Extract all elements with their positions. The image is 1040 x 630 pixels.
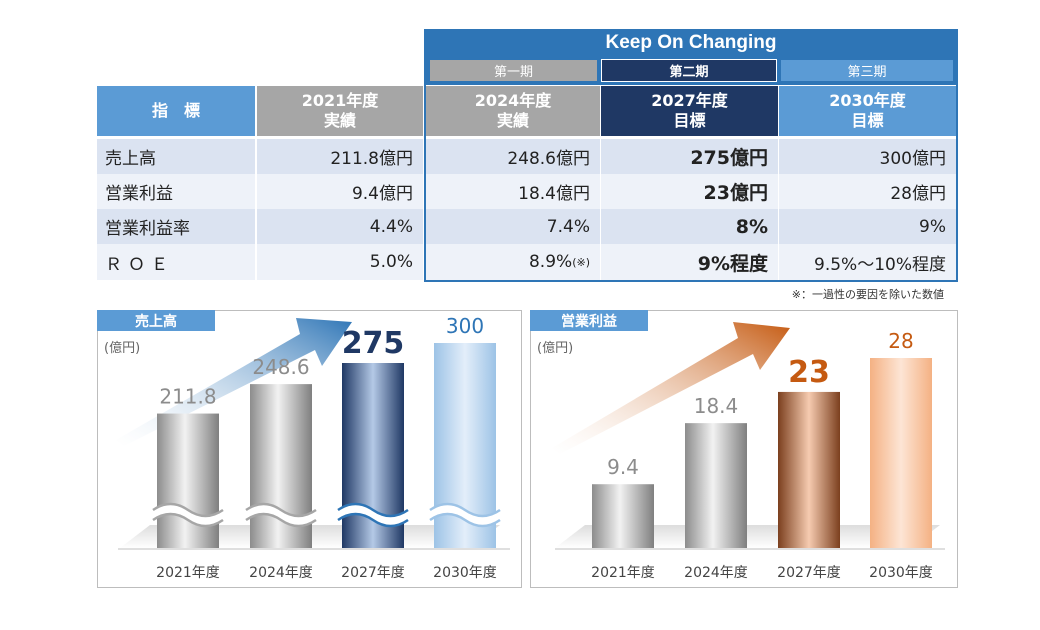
- cell-roe-2021: 5.0%: [369, 252, 413, 272]
- cell-op-profit-2021: 9.4億円: [351, 184, 413, 204]
- cell-roe-2030: 9.5%～10%程度: [814, 254, 946, 275]
- cell-op-profit-2027: 23億円: [703, 182, 768, 204]
- cell-op-margin-2030: 9%: [919, 216, 946, 237]
- col-header-2021-kind: 実績: [323, 111, 356, 130]
- col-header-2024-kind: 実績: [496, 111, 529, 130]
- row-label-roe: ＲＯＥ: [105, 254, 174, 275]
- col-header-2027-year: 2027年度: [651, 91, 728, 110]
- phase-3: 第三期: [781, 60, 953, 81]
- col-header-2021: 2021年度 実績: [257, 86, 423, 136]
- col-header-2030: 2030年度 目標: [779, 86, 956, 136]
- op-profit-chart-panel: [530, 310, 958, 588]
- banner-title: Keep On Changing: [425, 29, 957, 57]
- row-label-op-margin: 営業利益率: [105, 219, 190, 239]
- col-header-2030-kind: 目標: [851, 111, 884, 130]
- cell-sales-2030: 300億円: [879, 149, 946, 169]
- col-header-indicator-text: 指 標: [151, 101, 200, 120]
- cell-op-profit-2024: 18.4億円: [518, 184, 590, 204]
- col-header-2027: 2027年度 目標: [601, 86, 778, 136]
- phase-2: 第二期: [601, 59, 777, 82]
- op-profit-chart-unit: (億円): [537, 341, 574, 356]
- sales-chart-panel: [97, 310, 522, 588]
- cell-sales-2021: 211.8億円: [330, 149, 413, 169]
- col-header-2030-year: 2030年度: [829, 91, 906, 110]
- phase-1: 第一期: [430, 60, 597, 81]
- col-header-2024-year: 2024年度: [474, 91, 552, 110]
- sales-chart-title: 売上高: [97, 310, 215, 331]
- cell-sales-2027: 275億円: [690, 147, 768, 169]
- cell-roe-2024-value: 8.9%: [528, 252, 573, 272]
- footnote: ※：一過性の要因を除いた数値: [791, 288, 944, 301]
- cell-op-margin-2021: 4.4%: [369, 216, 413, 237]
- cell-op-profit-2030: 28億円: [890, 184, 946, 204]
- col-header-2024: 2024年度 実績: [426, 86, 600, 136]
- op-profit-chart-title: 営業利益: [530, 310, 648, 331]
- cell-op-margin-2024: 7.4%: [546, 216, 590, 237]
- col-header-indicator: 指 標: [97, 86, 255, 136]
- row-label-op-profit: 営業利益: [105, 184, 173, 204]
- sales-chart-unit: (億円): [104, 341, 141, 356]
- col-header-2021-year: 2021年度: [301, 91, 379, 110]
- cell-roe-2024: 8.9% (※): [426, 244, 600, 280]
- cell-sales-2024: 248.6億円: [507, 149, 590, 169]
- kpi-table: Keep On Changing 第一期 第二期 第三期 指 標 2021年度 …: [0, 0, 1040, 301]
- col-header-2027-kind: 目標: [673, 111, 706, 130]
- cell-roe-2024-note: (※): [572, 255, 590, 269]
- cell-op-margin-2027: 8%: [735, 215, 768, 238]
- cell-roe-2027: 9%程度: [697, 252, 768, 275]
- row-label-sales: 売上高: [105, 149, 156, 169]
